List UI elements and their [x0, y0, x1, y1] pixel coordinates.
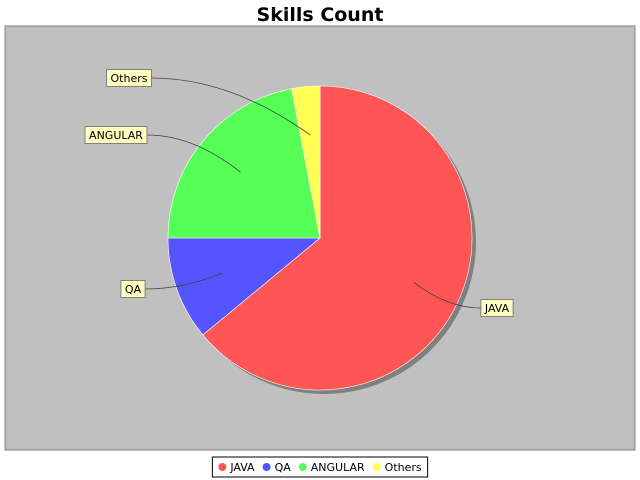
label-leader-others [151, 77, 311, 136]
pie-slice-java[interactable] [202, 85, 473, 391]
legend-label-java: JAVA [229, 461, 255, 474]
slice-label-java: JAVA [484, 302, 510, 315]
label-box-others [106, 69, 152, 87]
slice-label-qa: QA [125, 283, 142, 296]
label-box-qa [120, 280, 146, 298]
legend: JAVA QA ANGULAR Others [211, 456, 429, 478]
label-box-angular [84, 126, 148, 144]
chart-title: Skills Count [257, 4, 384, 26]
label-leader-angular [146, 134, 241, 173]
slice-label-others: Others [111, 72, 148, 85]
pie-slices [167, 85, 473, 391]
legend-label-others: Others [385, 461, 422, 474]
pie-slice-qa[interactable] [167, 237, 321, 336]
pie-slice-others[interactable] [291, 85, 321, 239]
slice-label-angular: ANGULAR [89, 129, 143, 142]
legend-swatch-angular [298, 463, 307, 471]
legend-swatch-others [372, 463, 381, 471]
legend-label-angular: ANGULAR [311, 461, 365, 474]
legend-box [211, 456, 429, 478]
label-leader-qa [145, 272, 223, 290]
legend-swatch-java [218, 463, 227, 471]
pie-slice-angular[interactable] [167, 88, 321, 239]
label-box-java [480, 299, 514, 317]
slice-labels: JAVA QA ANGULAR Others [84, 69, 514, 317]
legend-label-qa: QA [275, 461, 292, 474]
label-leader-java [413, 281, 481, 309]
legend-swatch-qa [262, 463, 271, 471]
